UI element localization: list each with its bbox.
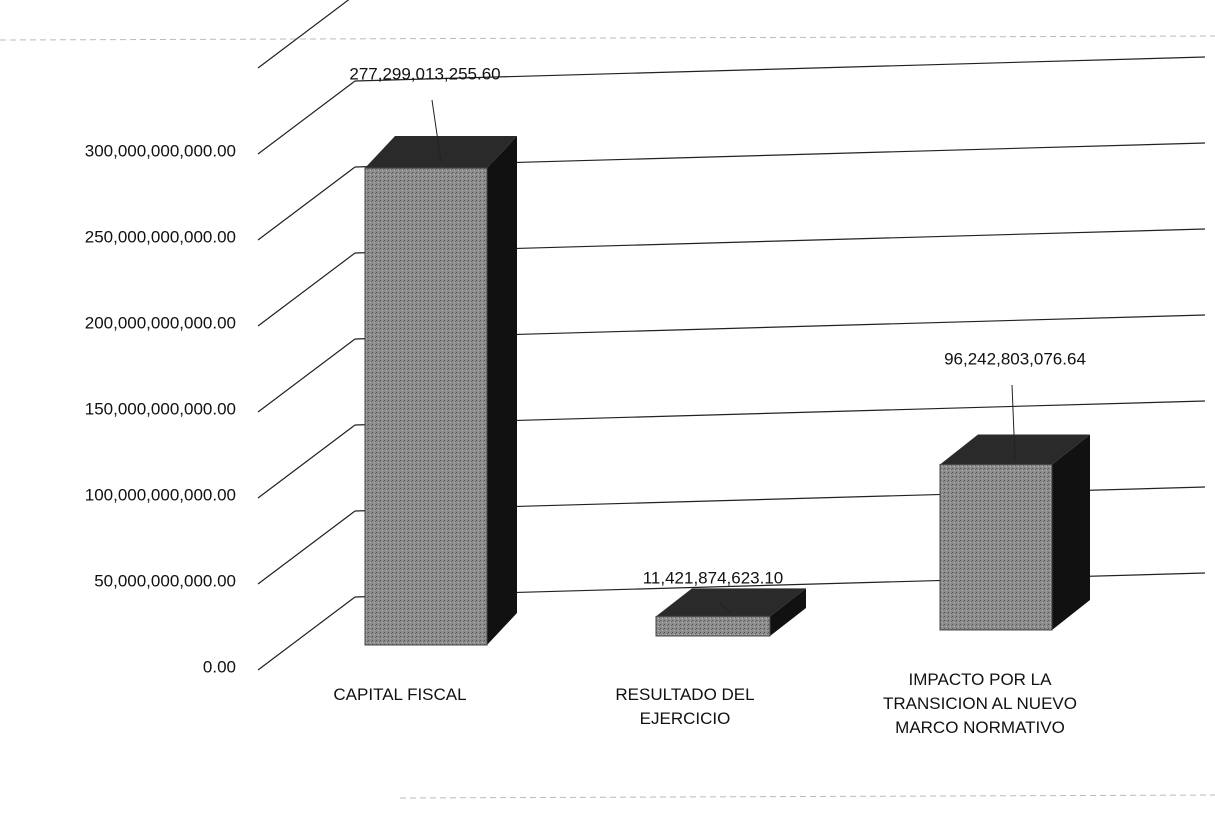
- grid-line: [257, 338, 356, 413]
- grid-line: [257, 80, 356, 155]
- grid-line: [257, 596, 356, 671]
- y-tick-label: 300,000,000,000.00: [85, 141, 236, 160]
- y-tick-label: 50,000,000,000.00: [94, 571, 236, 590]
- y-tick-label: 250,000,000,000.00: [85, 227, 236, 246]
- bar-side: [487, 136, 517, 645]
- bar: [939, 463, 1053, 631]
- grid-line: [257, 424, 356, 499]
- leader-line: [1011, 384, 1016, 460]
- bar-top: [656, 588, 806, 617]
- leader-line: [719, 603, 732, 613]
- bar: [364, 167, 488, 646]
- y-tick-label: 150,000,000,000.00: [85, 399, 236, 418]
- value-label: 11,421,874,623.10: [643, 568, 784, 587]
- grid-line: [354, 56, 1206, 82]
- bar-side: [1052, 434, 1090, 630]
- x-tick-label: CAPITAL FISCAL: [333, 685, 467, 704]
- grid-line: [257, 166, 356, 241]
- bar-side: [770, 588, 806, 636]
- bar: [655, 615, 771, 637]
- leader-line: [431, 99, 442, 163]
- bar-top: [365, 136, 517, 169]
- y-tick-label: 100,000,000,000.00: [85, 485, 236, 504]
- scan-edge: [399, 794, 1215, 799]
- y-tick-label: 200,000,000,000.00: [85, 313, 236, 332]
- value-label: 277,299,013,255.60: [349, 64, 500, 83]
- grid-line: [257, 252, 356, 327]
- value-label: 96,242,803,076.64: [944, 349, 1086, 368]
- y-tick-label: 0.00: [203, 657, 236, 676]
- grid-line: [257, 510, 356, 585]
- scan-edge: [0, 35, 1215, 41]
- x-tick-label: RESULTADO DEL EJERCICIO: [615, 685, 755, 728]
- grid-line: [257, 0, 350, 69]
- x-tick-label: IMPACTO POR LA TRANSICION AL NUEVO MARCO…: [883, 670, 1077, 737]
